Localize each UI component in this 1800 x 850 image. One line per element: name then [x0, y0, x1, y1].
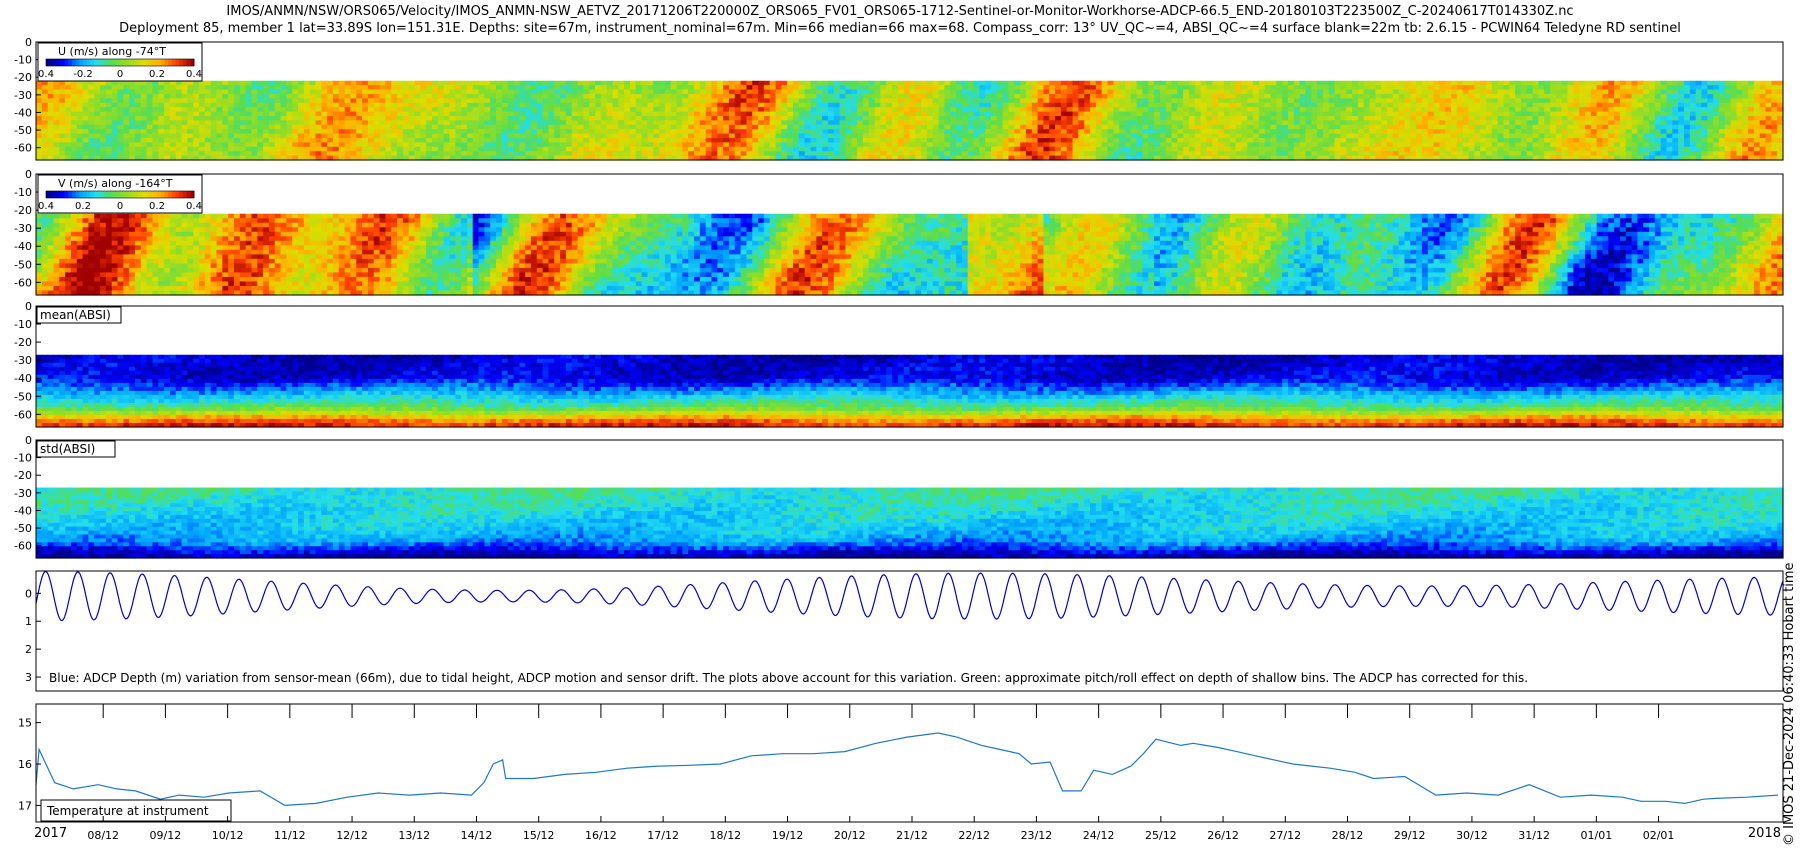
- x-tick-label-25: 02/01: [1643, 829, 1675, 842]
- y-tick-label-temp-2: 15: [18, 717, 32, 730]
- panel-label-std_absi: std(ABSI): [40, 442, 95, 456]
- temperature-legend-label: Temperature at instrument: [46, 804, 209, 818]
- y-tick-label-v-1: -10: [14, 186, 32, 199]
- x-tick-label-20: 28/12: [1332, 829, 1364, 842]
- heatmap-std_absi: [36, 488, 1784, 559]
- y-tick-label-u-1: -10: [14, 54, 32, 67]
- depth-series-line: [36, 572, 1783, 621]
- y-tick-label-v-4: -40: [14, 240, 32, 253]
- y-tick-label-u-6: -60: [14, 142, 32, 155]
- y-tick-label-mean_absi-1: -10: [14, 318, 32, 331]
- colorbar-tick-v-2: 0: [117, 201, 123, 212]
- x-tick-label-3: 11/12: [274, 829, 306, 842]
- x-tick-label-2: 10/12: [212, 829, 244, 842]
- x-tick-label-13: 21/12: [896, 829, 928, 842]
- x-tick-label-23: 31/12: [1518, 829, 1550, 842]
- colorbar-label-v: V (m/s) along -164°T: [58, 177, 173, 190]
- x-tick-label-22: 30/12: [1456, 829, 1488, 842]
- y-tick-label-std_absi-3: -30: [14, 487, 32, 500]
- y-tick-label-mean_absi-2: -20: [14, 336, 32, 349]
- x-tick-label-5: 13/12: [398, 829, 430, 842]
- y-tick-label-v-2: -20: [14, 204, 32, 217]
- x-tick-label-16: 24/12: [1083, 829, 1115, 842]
- heatmap-mean_absi: [36, 355, 1784, 428]
- y-tick-label-mean_absi-5: -50: [14, 390, 32, 403]
- heatmap-u: [36, 81, 1784, 161]
- colorbar-tick-u-4: 0.4: [186, 69, 202, 80]
- panel-label-mean_absi: mean(ABSI): [40, 308, 111, 322]
- y-tick-label-std_absi-2: -20: [14, 469, 32, 482]
- y-tick-label-u-3: -30: [14, 89, 32, 102]
- y-tick-label-depth-1: 1: [25, 615, 32, 628]
- x-tick-label-10: 18/12: [709, 829, 741, 842]
- y-tick-label-std_absi-4: -40: [14, 504, 32, 517]
- timestamp-side-label: © IMOS 21-Dec-2024 06:40:33 Hobart time: [1782, 562, 1797, 846]
- colorbar-tick-u-1: -0.2: [73, 69, 93, 80]
- colorbar-tick-u-3: 0.2: [149, 69, 165, 80]
- x-tick-label-0: 08/12: [87, 829, 119, 842]
- temperature-series-line: [36, 733, 1778, 805]
- x-year-start: 2017: [34, 826, 67, 841]
- x-tick-label-9: 17/12: [647, 829, 679, 842]
- x-tick-label-18: 26/12: [1207, 829, 1239, 842]
- y-tick-label-temp-1: 16: [18, 758, 32, 771]
- x-tick-label-14: 22/12: [958, 829, 990, 842]
- y-tick-label-std_absi-5: -50: [14, 522, 32, 535]
- y-tick-label-mean_absi-3: -30: [14, 354, 32, 367]
- x-tick-label-15: 23/12: [1021, 829, 1053, 842]
- x-year-end: 2018: [1748, 826, 1781, 841]
- x-tick-label-8: 16/12: [585, 829, 617, 842]
- colorbar-tick-v-3: 0.2: [149, 201, 165, 212]
- y-tick-label-u-4: -40: [14, 106, 32, 119]
- y-tick-label-mean_absi-0: 0: [25, 300, 32, 313]
- x-tick-label-11: 19/12: [772, 829, 804, 842]
- y-tick-label-v-6: -60: [14, 276, 32, 289]
- colorbar-tick-v-1: 0.2: [75, 201, 91, 212]
- x-tick-label-4: 12/12: [336, 829, 368, 842]
- y-tick-label-u-0: 0: [25, 36, 32, 49]
- colorbar-tick-v-4: 0.4: [186, 201, 202, 212]
- x-tick-label-6: 14/12: [461, 829, 493, 842]
- colorbar-label-u: U (m/s) along -74°T: [58, 45, 166, 58]
- x-tick-label-12: 20/12: [834, 829, 866, 842]
- y-tick-label-std_absi-6: -60: [14, 540, 32, 553]
- y-tick-label-std_absi-1: -10: [14, 452, 32, 465]
- y-tick-label-mean_absi-6: -60: [14, 408, 32, 421]
- x-tick-label-24: 01/01: [1581, 829, 1613, 842]
- y-tick-label-temp-0: 17: [18, 799, 32, 812]
- y-tick-label-v-5: -50: [14, 258, 32, 271]
- y-tick-label-v-0: 0: [25, 168, 32, 181]
- x-tick-label-17: 25/12: [1145, 829, 1177, 842]
- x-tick-label-7: 15/12: [523, 829, 555, 842]
- y-tick-label-depth-0: 0: [25, 587, 32, 600]
- colorbar-tick-u-0: 0.4: [38, 69, 54, 80]
- y-tick-label-u-2: -20: [14, 71, 32, 84]
- y-tick-label-u-5: -50: [14, 124, 32, 137]
- y-tick-label-std_absi-0: 0: [25, 434, 32, 447]
- depth-annotation: Blue: ADCP Depth (m) variation from sens…: [49, 671, 1528, 685]
- y-tick-label-depth-2: 2: [25, 643, 32, 656]
- y-tick-label-mean_absi-4: -40: [14, 372, 32, 385]
- y-tick-label-depth-3: 3: [25, 671, 32, 684]
- colorbar-tick-v-0: 0.4: [38, 201, 54, 212]
- x-tick-label-19: 27/12: [1269, 829, 1301, 842]
- colorbar-tick-u-2: 0: [117, 69, 123, 80]
- x-tick-label-21: 29/12: [1394, 829, 1426, 842]
- heatmap-v: [36, 214, 1784, 296]
- y-tick-label-v-3: -30: [14, 222, 32, 235]
- x-tick-label-1: 09/12: [150, 829, 182, 842]
